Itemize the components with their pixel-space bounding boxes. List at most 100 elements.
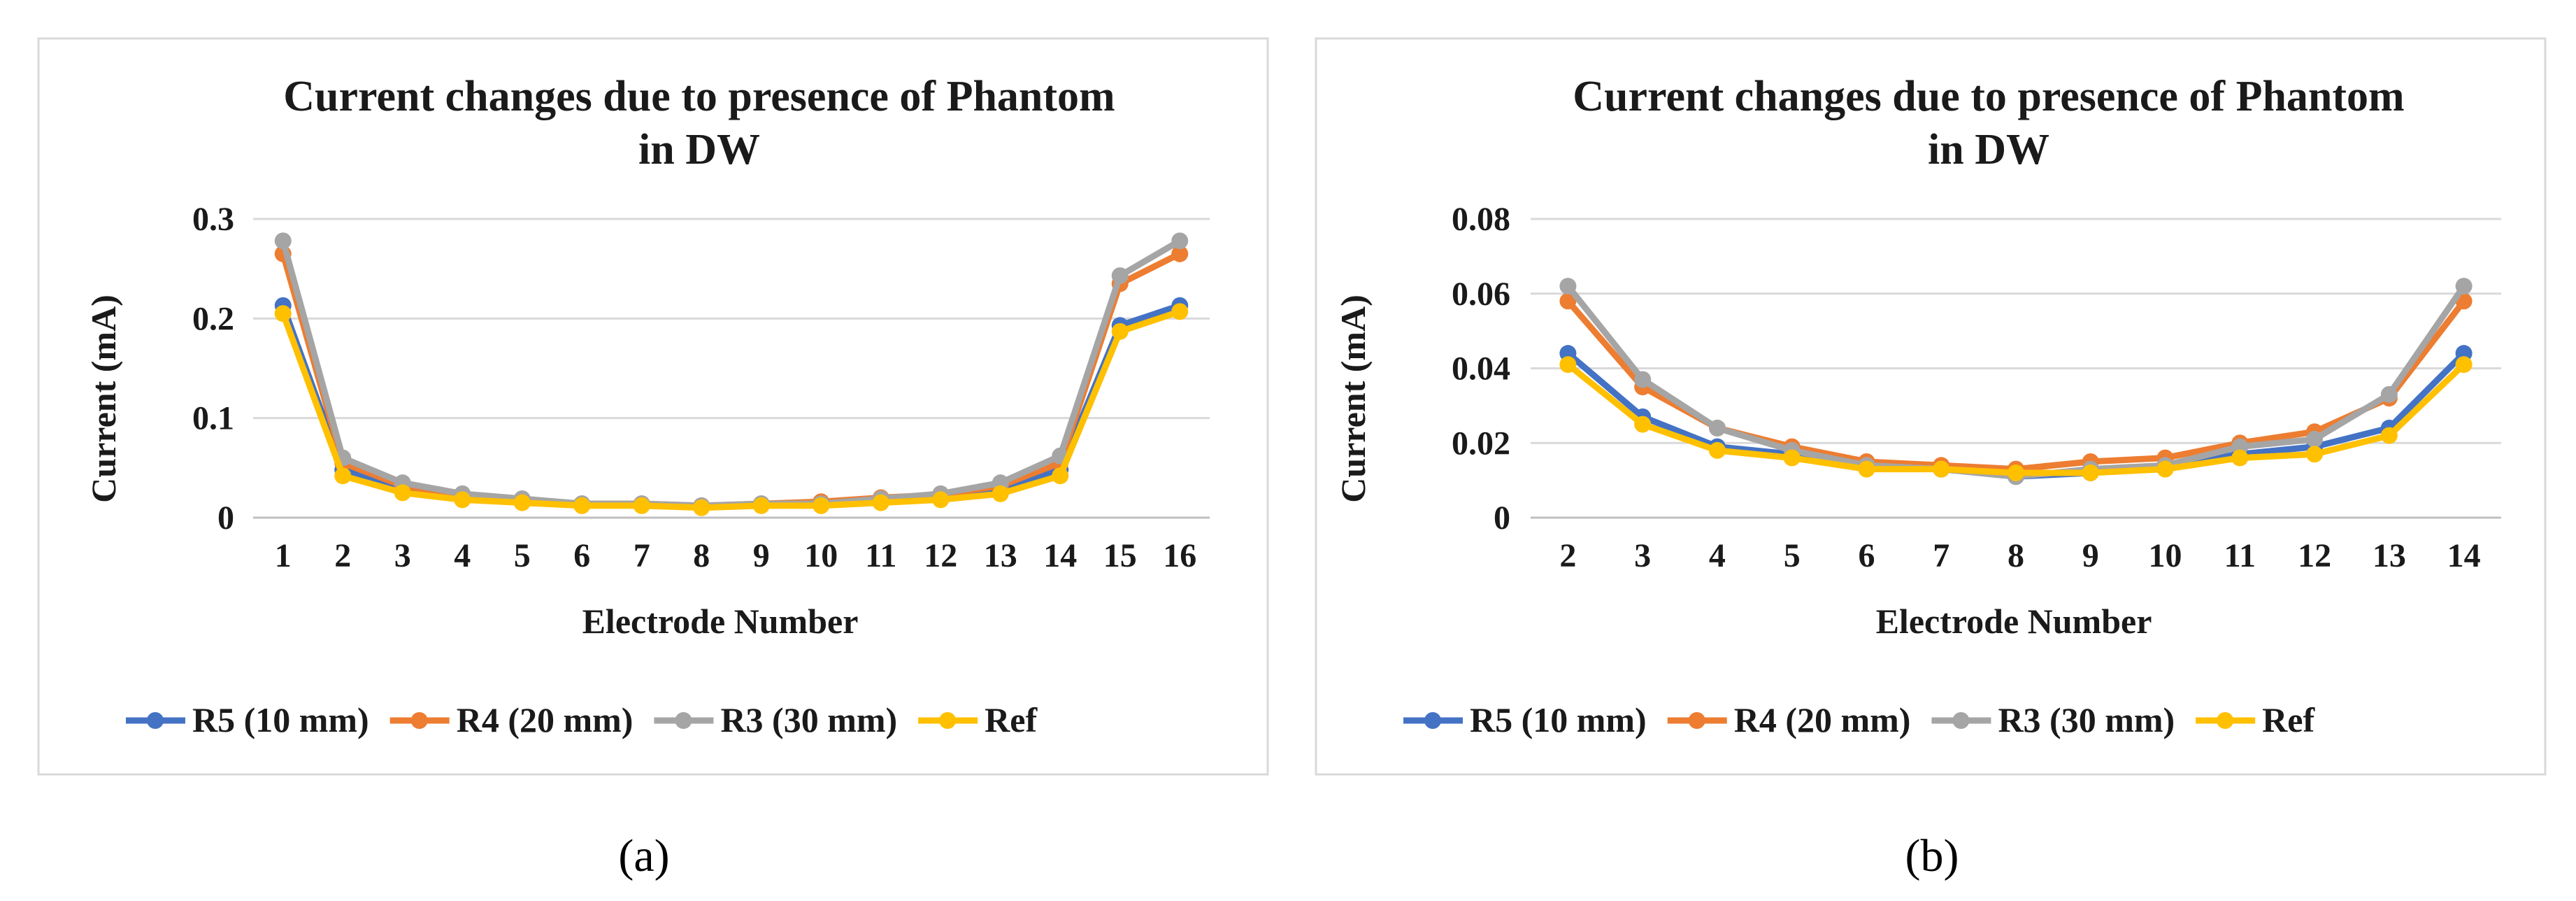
legend-label: Ref <box>985 700 1038 739</box>
data-point <box>2455 356 2473 374</box>
x-tick-label: 9 <box>753 537 770 574</box>
chart-title-line-2: in DW <box>1928 126 2049 173</box>
y-axis-label: Current (mA) <box>84 295 123 503</box>
data-point <box>394 484 411 502</box>
legend-label: R4 (20 mm) <box>1734 700 1911 739</box>
chart-svg-a: Current changes due to presence of Phant… <box>37 37 1269 881</box>
chart-title-line-2: in DW <box>638 126 760 173</box>
data-point <box>1634 416 1652 433</box>
x-tick-labels: 2 3 4 5 6 7 8 9 10 11 12 13 14 <box>1559 537 2480 574</box>
chart-frame <box>1315 37 2547 776</box>
data-point <box>1559 278 1577 295</box>
x-tick-label: 9 <box>2082 537 2099 574</box>
legend-marker <box>675 712 692 729</box>
x-tick-label: 3 <box>1634 537 1651 574</box>
data-point <box>1052 467 1069 485</box>
x-axis-label: Electrode Number <box>1876 602 2152 641</box>
data-point <box>2306 446 2324 463</box>
y-tick-label: 0 <box>217 499 234 537</box>
data-point <box>872 494 889 511</box>
x-tick-label: 14 <box>1043 537 1077 574</box>
data-point <box>633 497 650 514</box>
y-tick-label: 0.08 <box>1452 201 1510 238</box>
chart-frame <box>37 37 1269 776</box>
chart-svg-b: Current changes due to presence of Phant… <box>1315 37 2547 881</box>
legend-label: R5 (10 mm) <box>192 700 369 739</box>
x-axis-label: Electrode Number <box>582 602 859 641</box>
series-lines <box>1559 278 2473 485</box>
data-point <box>513 494 531 511</box>
chart-panel-a: Current changes due to presence of Phant… <box>37 37 1269 881</box>
chart-title-line-1: Current changes due to presence of Phant… <box>1573 73 2404 120</box>
data-point <box>1708 419 1726 437</box>
legend-label: R4 (20 mm) <box>457 700 634 739</box>
y-tick-labels: 0 0.02 0.04 0.06 0.08 <box>1452 201 1510 537</box>
x-tick-label: 3 <box>394 537 411 574</box>
x-tick-label: 10 <box>804 537 838 574</box>
data-point <box>932 491 950 509</box>
x-tick-label: 11 <box>865 537 896 574</box>
x-tick-label: 16 <box>1163 537 1196 574</box>
data-point <box>2156 460 2174 478</box>
data-point <box>813 497 830 514</box>
data-point <box>1171 245 1189 262</box>
series-lines <box>274 232 1189 516</box>
data-point <box>1933 460 1950 478</box>
x-tick-label: 8 <box>2008 537 2024 574</box>
data-point <box>693 499 710 516</box>
legend-marker <box>147 712 164 729</box>
x-tick-label: 7 <box>634 537 650 574</box>
data-point <box>1708 441 1726 459</box>
x-tick-label: 13 <box>2373 537 2406 574</box>
data-point <box>2306 430 2324 448</box>
legend-marker <box>939 712 957 729</box>
legend-marker <box>1952 712 1970 729</box>
y-tick-label: 0.06 <box>1452 276 1510 313</box>
x-tick-labels: 1 2 3 4 5 6 7 8 9 10 11 12 13 14 15 16 <box>275 537 1197 574</box>
x-tick-label: 4 <box>454 537 471 574</box>
panel-caption: (b) <box>1905 830 1959 881</box>
x-tick-label: 1 <box>275 537 292 574</box>
data-point <box>2380 385 2398 403</box>
legend-marker <box>410 712 428 729</box>
data-point <box>1111 322 1129 340</box>
data-point <box>1634 371 1652 388</box>
y-tick-label: 0.04 <box>1452 350 1510 388</box>
data-point <box>1111 267 1129 285</box>
legend-marker <box>2217 712 2234 729</box>
data-point <box>1783 449 1801 467</box>
data-point <box>274 232 292 250</box>
y-tick-label: 0.02 <box>1452 425 1510 462</box>
legend: R5 (10 mm) R4 (20 mm) R3 (30 mm) Ref <box>1403 700 2315 739</box>
data-point <box>1559 356 1577 374</box>
legend-marker <box>1688 712 1705 729</box>
data-point <box>1171 303 1189 320</box>
x-tick-label: 5 <box>514 537 531 574</box>
data-point <box>1858 460 1875 478</box>
data-point <box>1559 292 1577 310</box>
data-point <box>2231 449 2249 467</box>
data-point <box>573 497 591 514</box>
legend-label: R3 (30 mm) <box>720 700 897 739</box>
x-tick-label: 8 <box>693 537 710 574</box>
data-point <box>1171 232 1189 250</box>
series-line <box>280 308 1183 511</box>
data-point <box>274 305 292 322</box>
legend-label: R3 (30 mm) <box>1998 700 2175 739</box>
data-point <box>2008 464 2024 481</box>
data-point <box>752 497 770 514</box>
x-tick-label: 15 <box>1103 537 1137 574</box>
x-tick-label: 12 <box>2298 537 2331 574</box>
data-point <box>454 491 471 509</box>
y-tick-label: 0.2 <box>192 300 234 337</box>
y-tick-labels: 0 0.1 0.2 0.3 <box>192 201 234 537</box>
x-tick-label: 5 <box>1784 537 1801 574</box>
data-point <box>334 467 352 485</box>
x-tick-label: 6 <box>1858 537 1875 574</box>
y-tick-label: 0 <box>1494 499 1510 537</box>
panel-caption: (a) <box>618 830 669 881</box>
x-tick-label: 6 <box>573 537 590 574</box>
x-tick-label: 2 <box>1559 537 1576 574</box>
y-tick-label: 0.3 <box>192 201 234 238</box>
data-point <box>992 485 1009 502</box>
